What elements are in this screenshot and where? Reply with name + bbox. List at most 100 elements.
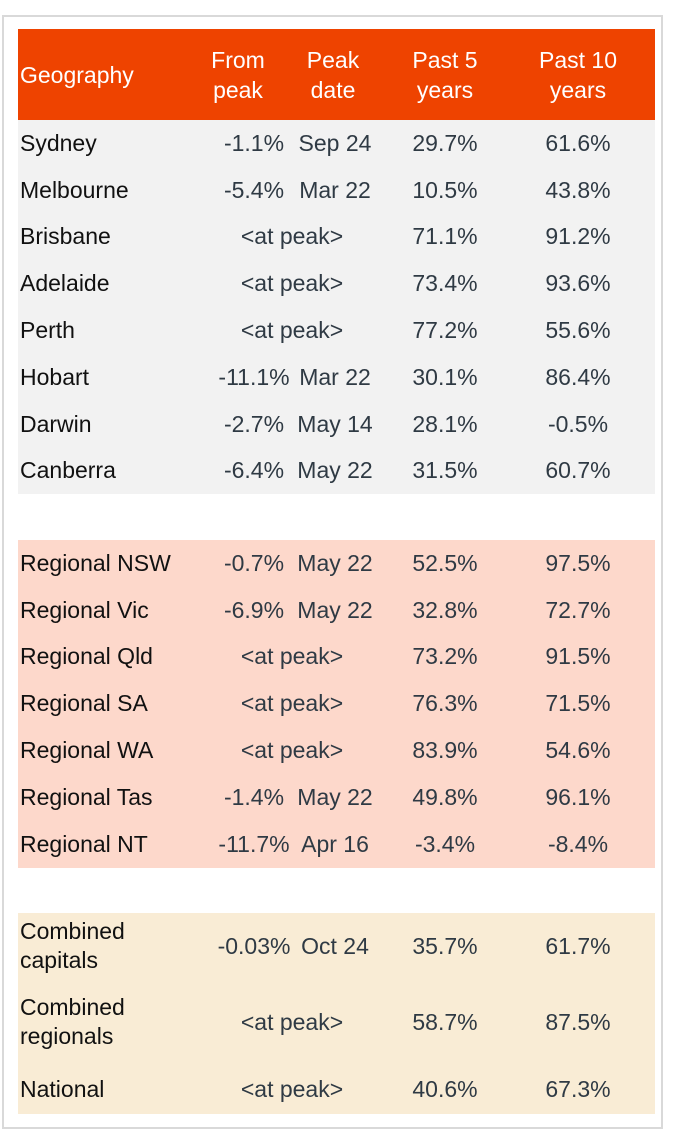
capitals-section: Sydney -1.1% Sep 24 29.7% 61.6% Melbourne -5.4…	[18, 120, 655, 494]
past-5-years-cell: 73.4%	[412, 270, 478, 297]
geography-cell: Brisbane	[20, 223, 111, 250]
table-row: Adelaide <at peak> 73.4% 93.6%	[18, 260, 655, 307]
table-row: Regional Qld <at peak> 73.2% 91.5%	[18, 634, 655, 681]
past-10-years-cell: 91.5%	[545, 643, 611, 670]
past-5-years-cell: 77.2%	[412, 317, 478, 344]
geography-cell: Regional SA	[20, 690, 148, 717]
past-5-years-cell: 58.7%	[412, 1008, 478, 1035]
header-past-10-years: Past 10 years	[539, 46, 617, 103]
geography-cell: Hobart	[20, 363, 90, 390]
table-row: Regional Vic -6.9% May 22 32.8% 72.7%	[18, 587, 655, 634]
peak-date-cell: May 22	[297, 783, 373, 810]
geography-cell: Combined capitals	[20, 918, 125, 973]
past-10-years-cell: 97.5%	[545, 549, 611, 576]
geography-cell: National	[20, 1076, 105, 1102]
past-10-years-cell: 54.6%	[545, 737, 611, 764]
table-row: Brisbane <at peak> 71.1% 91.2%	[18, 214, 655, 261]
geography-cell: Regional Tas	[20, 783, 153, 810]
from-peak-cell: -0.7%	[223, 549, 285, 576]
from-peak-cell: -11.7%	[218, 830, 290, 857]
past-10-years-cell: 86.4%	[545, 363, 611, 390]
peak-date-cell: May 14	[297, 410, 373, 437]
table-row: Canberra -6.4% May 22 31.5% 60.7%	[18, 448, 655, 495]
past-5-years-cell: 76.3%	[412, 690, 478, 717]
at-peak-cell: <at peak>	[240, 317, 344, 344]
geography-cell: Regional NT	[20, 830, 148, 857]
at-peak-cell: <at peak>	[240, 643, 344, 670]
at-peak-cell: <at peak>	[240, 270, 344, 297]
table-row: Sydney -1.1% Sep 24 29.7% 61.6%	[18, 120, 655, 167]
past-5-years-cell: 40.6%	[412, 1076, 478, 1102]
from-peak-cell: -2.7%	[223, 410, 285, 437]
past-5-years-cell: 83.9%	[412, 737, 478, 764]
past-5-years-cell: 35.7%	[412, 932, 478, 959]
from-peak-cell: -1.1%	[223, 129, 285, 156]
past-10-years-cell: 61.6%	[545, 129, 611, 156]
table-row: Hobart -11.1% Mar 22 30.1% 86.4%	[18, 354, 655, 401]
from-peak-cell: -6.9%	[223, 596, 285, 623]
from-peak-cell: -6.4%	[223, 457, 285, 484]
past-5-years-cell: 29.7%	[412, 129, 478, 156]
header-geography: Geography	[20, 61, 134, 88]
table-row: Darwin -2.7% May 14 28.1% -0.5%	[18, 401, 655, 448]
from-peak-cell: -1.4%	[223, 783, 285, 810]
at-peak-cell: <at peak>	[240, 737, 344, 764]
geography-cell: Perth	[20, 317, 75, 344]
geography-cell: Darwin	[20, 410, 92, 437]
past-10-years-cell: 93.6%	[545, 270, 611, 297]
past-10-years-cell: 91.2%	[545, 223, 611, 250]
geography-cell: Melbourne	[20, 176, 129, 203]
past-10-years-cell: -8.4%	[547, 830, 609, 857]
header-peak-date: Peak date	[306, 46, 360, 103]
peak-date-cell: May 22	[297, 457, 373, 484]
past-5-years-cell: 31.5%	[412, 457, 478, 484]
peak-date-cell: Mar 22	[299, 176, 371, 203]
regionals-section: Regional NSW -0.7% May 22 52.5% 97.5% Regiona…	[18, 540, 655, 868]
geography-cell: Combined regionals	[20, 994, 125, 1049]
geography-cell: Regional Vic	[20, 596, 149, 623]
table-header: Geography From peak Peak date Past 5 yea…	[18, 29, 655, 120]
past-5-years-cell: 30.1%	[412, 363, 478, 390]
table-row: Combined capitals -0.03% Oct 24 35.7% 61.7%	[18, 913, 655, 979]
from-peak-cell: -11.1%	[218, 363, 290, 390]
past-5-years-cell: 73.2%	[412, 643, 478, 670]
header-from-peak: From peak	[211, 46, 265, 103]
peak-date-cell: Mar 22	[299, 363, 371, 390]
geography-cell: Regional Qld	[20, 643, 153, 670]
past-5-years-cell: 28.1%	[412, 410, 478, 437]
past-10-years-cell: 72.7%	[545, 596, 611, 623]
table-row: Melbourne -5.4% Mar 22 10.5% 43.8%	[18, 167, 655, 214]
past-10-years-cell: 61.7%	[545, 932, 611, 959]
past-10-years-cell: 87.5%	[545, 1008, 611, 1035]
past-10-years-cell: -0.5%	[547, 410, 609, 437]
table-frame	[2, 15, 663, 1129]
table-row: Regional NSW -0.7% May 22 52.5% 97.5%	[18, 540, 655, 587]
past-10-years-cell: 71.5%	[545, 690, 611, 717]
past-5-years-cell: 32.8%	[412, 596, 478, 623]
at-peak-cell: <at peak>	[240, 690, 344, 717]
header-past-5-years: Past 5 years	[412, 46, 478, 103]
table-row: Regional Tas -1.4% May 22 49.8% 96.1%	[18, 774, 655, 821]
at-peak-cell: <at peak>	[240, 1008, 344, 1035]
past-5-years-cell: -3.4%	[414, 830, 476, 857]
table-row: Regional NT -11.7% Apr 16 -3.4% -8.4%	[18, 821, 655, 868]
peak-date-cell: Apr 16	[301, 830, 369, 857]
from-peak-cell: -0.03%	[217, 932, 291, 959]
past-5-years-cell: 10.5%	[412, 176, 478, 203]
totals-section: Combined capitals -0.03% Oct 24 35.7% 61.7% C…	[18, 913, 655, 1114]
past-10-years-cell: 96.1%	[545, 783, 611, 810]
at-peak-cell: <at peak>	[240, 1076, 344, 1102]
past-10-years-cell: 55.6%	[545, 317, 611, 344]
table-row: National <at peak> 40.6% 67.3%	[18, 1065, 655, 1114]
peak-date-cell: Sep 24	[298, 129, 372, 156]
table-row: Regional WA <at peak> 83.9% 54.6%	[18, 727, 655, 774]
geography-cell: Sydney	[20, 129, 97, 156]
geography-cell: Adelaide	[20, 270, 110, 297]
peak-date-cell: Oct 24	[301, 932, 369, 959]
peak-date-cell: May 22	[297, 596, 373, 623]
past-5-years-cell: 49.8%	[412, 783, 478, 810]
peak-date-cell: May 22	[297, 549, 373, 576]
geography-cell: Canberra	[20, 457, 116, 484]
geography-cell: Regional WA	[20, 737, 154, 764]
past-5-years-cell: 71.1%	[412, 223, 478, 250]
